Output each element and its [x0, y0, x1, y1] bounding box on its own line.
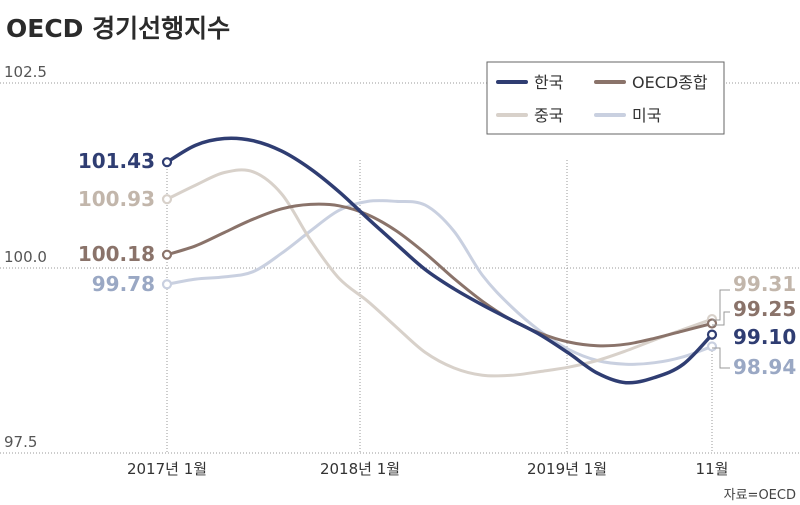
y-tick-label: 100.0 — [4, 248, 47, 266]
legend-label-korea: 한국 — [534, 73, 563, 92]
start-point-china — [161, 194, 173, 205]
end-value-label-china: 99.31 — [733, 272, 796, 296]
legend: 한국 OECD종합 중국 미국 — [486, 61, 725, 135]
chart-title: OECD 경기선행지수 — [6, 14, 230, 43]
start-point-korea — [161, 157, 173, 168]
leader-line-oecd — [712, 311, 730, 326]
end-point-korea — [706, 329, 718, 340]
y-tick-label: 97.5 — [4, 433, 37, 451]
x-tick-label: 2018년 1월 — [320, 460, 400, 478]
start-point-oecd — [161, 249, 173, 260]
end-value-label-korea: 99.10 — [733, 325, 796, 349]
legend-label-usa: 미국 — [632, 106, 661, 125]
x-tick-label: 11월 — [696, 460, 729, 478]
start-value-label-oecd: 100.18 — [78, 242, 155, 266]
x-tick-label: 2019년 1월 — [527, 460, 607, 478]
legend-label-oecd: OECD종합 — [632, 73, 708, 92]
start-value-label-usa: 99.78 — [92, 272, 155, 296]
legend-label-china: 중국 — [534, 106, 563, 125]
start-point-usa — [161, 279, 173, 290]
series-line-usa — [165, 199, 714, 366]
end-point-oecd — [706, 318, 718, 329]
legend-box — [486, 61, 725, 135]
series-layer — [161, 136, 718, 385]
end-point-usa — [706, 341, 718, 352]
y-tick-label: 102.5 — [4, 63, 47, 81]
series-line-oecd — [165, 202, 714, 348]
leader-line-usa — [712, 347, 730, 369]
x-tick-label: 2017년 1월 — [127, 460, 207, 478]
source-note: 자료=OECD — [724, 488, 796, 503]
leader-line-china — [712, 289, 730, 321]
series-line-korea — [165, 136, 714, 385]
start-value-label-china: 100.93 — [78, 187, 155, 211]
series-line-china — [165, 168, 714, 378]
end-value-label-oecd: 99.25 — [733, 297, 796, 321]
start-value-label-korea: 101.43 — [78, 149, 155, 173]
end-value-label-usa: 98.94 — [733, 355, 796, 379]
